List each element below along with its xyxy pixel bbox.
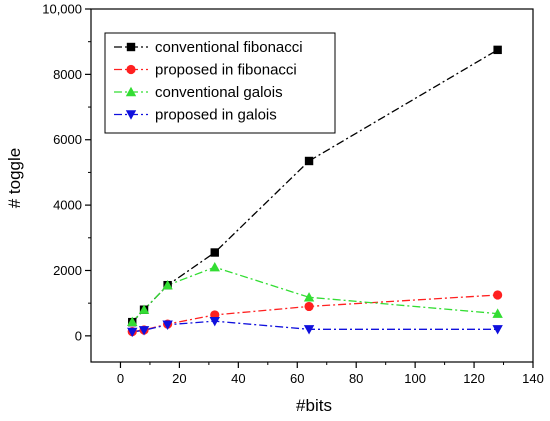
data-point: [303, 292, 315, 302]
x-tick-label: 80: [349, 371, 363, 386]
y-tick-label: 8000: [53, 67, 82, 82]
x-tick-label: 0: [117, 371, 124, 386]
x-axis-title: #bits: [296, 396, 332, 415]
data-point: [138, 304, 150, 314]
y-tick-label: 2000: [53, 263, 82, 278]
x-tick-label: 100: [404, 371, 426, 386]
y-tick-label: 6000: [53, 132, 82, 147]
series-line-2: [132, 294, 498, 333]
legend-marker: [125, 110, 137, 120]
x-axis: 0 20 40 60 80 100 120 140: [117, 362, 544, 386]
data-point: [127, 327, 138, 338]
data-point: [209, 316, 220, 327]
data-point: [162, 320, 173, 330]
data-point: [162, 279, 173, 290]
plot-frame: [90, 8, 534, 363]
series-points-3: [127, 262, 503, 326]
legend-marker: [126, 42, 136, 52]
series-points-4: [127, 316, 503, 338]
legend-marker: [126, 64, 136, 75]
legend-label: proposed in fibonacci: [155, 62, 297, 79]
data-point: [493, 45, 502, 55]
legend-entry-1: conventional fibonacci: [114, 39, 303, 56]
y-tick-label: 0: [75, 328, 82, 343]
data-point: [492, 308, 503, 318]
x-tick-label: 60: [290, 371, 304, 386]
legend-label: proposed in galois: [155, 107, 277, 124]
data-point: [138, 326, 150, 336]
x-tick-label: 40: [231, 371, 245, 386]
data-point: [209, 262, 220, 272]
x-tick-label: 140: [522, 371, 544, 386]
legend-entry-2: proposed in fibonacci: [114, 62, 297, 79]
legend-label: conventional fibonacci: [155, 39, 303, 56]
legend-marker: [125, 86, 137, 97]
series-markers: [127, 45, 503, 338]
legend-label: conventional galois: [155, 84, 283, 101]
x-tick-label: 20: [172, 371, 186, 386]
series-lines: [131, 49, 498, 333]
y-axis-title: # toggle: [5, 148, 24, 209]
series-line-4: [132, 320, 498, 333]
legend: conventional fibonacci proposed in fibona…: [104, 32, 336, 134]
legend-entry-4: proposed in galois: [114, 107, 277, 124]
y-tick-label: 4000: [53, 198, 82, 213]
data-point: [304, 156, 314, 166]
plot-border: [90, 8, 534, 363]
x-tick-label: 120: [463, 371, 485, 386]
legend-entry-3: conventional galois: [114, 84, 283, 101]
y-axis: 0 2000 4000 6000 8000 10,000: [42, 2, 91, 343]
y-tick-label: 10,000: [42, 2, 82, 17]
series-line-1: [131, 49, 498, 323]
data-point: [127, 316, 138, 326]
data-point: [493, 290, 503, 300]
data-point: [492, 325, 503, 335]
data-point: [304, 301, 314, 312]
data-point: [303, 325, 315, 335]
data-point: [210, 248, 219, 257]
series-line-3: [131, 266, 498, 323]
legend-box: [104, 32, 336, 134]
